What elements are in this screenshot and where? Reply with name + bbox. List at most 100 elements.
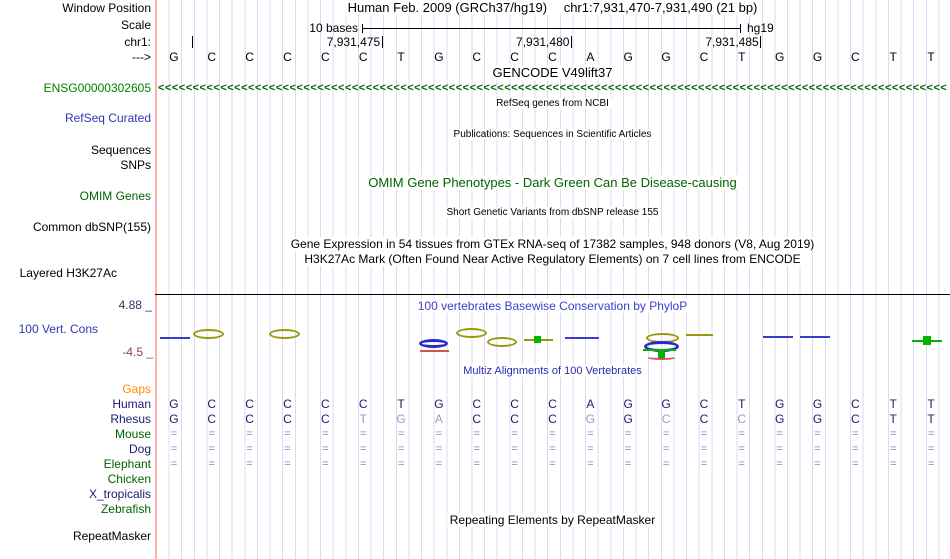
- sequence-base: C: [472, 50, 482, 64]
- multiz-base-rhesus: T: [927, 412, 935, 426]
- track-label-omim-genes[interactable]: OMIM Genes: [79, 189, 151, 203]
- sequence-base: G: [661, 50, 671, 64]
- species-label-rhesus[interactable]: Rhesus: [110, 412, 151, 426]
- multiz-equals-elephant: =: [700, 458, 708, 470]
- track-title-omim[interactable]: OMIM Gene Phenotypes - Dark Green Can Be…: [155, 175, 950, 190]
- sequence-base: A: [586, 50, 595, 64]
- multiz-base-human: G: [623, 397, 633, 411]
- species-label-mouse[interactable]: Mouse: [114, 427, 151, 441]
- track-title-publications[interactable]: Publications: Sequences in Scientific Ar…: [155, 129, 950, 141]
- multiz-base-rhesus: G: [169, 412, 179, 426]
- multiz-base-rhesus: C: [737, 412, 747, 426]
- conservation-mark-olive-ellipse: [269, 329, 300, 339]
- multiz-equals-mouse: =: [170, 428, 178, 440]
- multiz-base-rhesus: C: [548, 412, 557, 426]
- multiz-equals-mouse: =: [662, 428, 670, 440]
- track-title-multiz[interactable]: Multiz Alignments of 100 Vertebrates: [155, 365, 950, 377]
- multiz-base-human: C: [851, 397, 860, 411]
- multiz-equals-mouse: =: [700, 428, 708, 440]
- species-label-chicken[interactable]: Chicken: [107, 472, 151, 486]
- species-label-human[interactable]: Human: [112, 397, 151, 411]
- multiz-equals-mouse: =: [549, 428, 556, 440]
- track-label-snps[interactable]: SNPs: [120, 158, 151, 172]
- multiz-base-rhesus: T: [889, 412, 897, 426]
- conservation-mark-green-square: [923, 336, 931, 345]
- conservation-mark-blue-line: [565, 337, 599, 339]
- track-title-gtex[interactable]: Gene Expression in 54 tissues from GTEx …: [155, 237, 950, 251]
- ruler-tick-label: 7,931,475: [326, 35, 381, 49]
- multiz-equals-mouse: =: [208, 428, 215, 440]
- track-label-refseq-curated[interactable]: RefSeq Curated: [64, 111, 151, 125]
- multiz-equals-dog: =: [700, 443, 708, 455]
- multiz-equals-dog: =: [170, 443, 178, 455]
- conservation-mark-green-square: [534, 336, 541, 343]
- multiz-equals-mouse: =: [284, 428, 291, 440]
- label-scale: Scale: [120, 18, 151, 32]
- multiz-equals-mouse: =: [852, 428, 859, 440]
- conservation-mark-blue-line: [800, 336, 830, 338]
- multiz-base-human: C: [510, 397, 519, 411]
- track-label-repeatmasker[interactable]: RepeatMasker: [72, 529, 151, 543]
- multiz-equals-mouse: =: [889, 428, 897, 440]
- multiz-base-rhesus: A: [434, 412, 443, 426]
- multiz-equals-dog: =: [738, 443, 745, 455]
- gene-direction-arrows[interactable]: <<<<<<<<<<<<<<<<<<<<<<<<<<<<<<<<<<<<<<<<…: [158, 82, 948, 94]
- multiz-equals-mouse: =: [359, 428, 367, 440]
- multiz-base-human: C: [321, 397, 330, 411]
- scale-ruler-left-tick: [362, 24, 363, 33]
- multiz-equals-dog: =: [549, 443, 556, 455]
- sequence-base: T: [738, 50, 746, 64]
- species-label-zebrafish[interactable]: Zebrafish: [100, 502, 151, 516]
- assembly-label: Human Feb. 2009 (GRCh37/hg19): [344, 0, 551, 15]
- species-label-gaps[interactable]: Gaps: [122, 382, 151, 396]
- conservation-mark-red-line: [420, 350, 449, 352]
- multiz-equals-elephant: =: [624, 458, 632, 470]
- multiz-equals-dog: =: [511, 443, 518, 455]
- species-label-dog[interactable]: Dog: [128, 442, 151, 456]
- strand-direction-label: --->: [132, 50, 151, 64]
- track-label-sequences[interactable]: Sequences: [90, 143, 151, 157]
- track-title-h3k27ac[interactable]: H3K27Ac Mark (Often Found Near Active Re…: [155, 252, 950, 266]
- multiz-base-rhesus: G: [812, 412, 823, 426]
- sequence-base: C: [283, 50, 292, 64]
- multiz-base-rhesus: C: [661, 412, 671, 426]
- conservation-axis-max: 4.88 _: [118, 298, 152, 312]
- track-title-conservation[interactable]: 100 vertebrates Basewise Conservation by…: [155, 299, 950, 313]
- multiz-equals-mouse: =: [587, 428, 594, 440]
- scale-value-label: 10 bases: [309, 21, 358, 35]
- sequence-base: G: [623, 50, 633, 64]
- multiz-base-human: G: [169, 397, 179, 411]
- sequence-base: G: [812, 50, 823, 64]
- scale-ruler-right-tick: [740, 24, 741, 33]
- conservation-mark-olive-ellipse: [456, 328, 487, 338]
- conservation-mark-olive-ellipse: [487, 337, 517, 347]
- sequence-base: C: [245, 50, 254, 64]
- multiz-equals-dog: =: [359, 443, 367, 455]
- multiz-equals-elephant: =: [170, 458, 178, 470]
- multiz-base-human: T: [927, 397, 935, 411]
- track-title-gencode[interactable]: GENCODE V49lift37: [155, 65, 950, 80]
- track-label-100-vert-cons[interactable]: 100 Vert. Cons: [18, 322, 98, 336]
- track-title-dbsnp[interactable]: Short Genetic Variants from dbSNP releas…: [155, 207, 950, 219]
- multiz-equals-elephant: =: [359, 458, 367, 470]
- base-position-grid: [155, 0, 950, 559]
- sequence-base: C: [699, 50, 709, 64]
- conservation-mark-blue-line: [160, 337, 190, 339]
- track-label-layered-h3k27ac[interactable]: Layered H3K27Ac: [19, 266, 117, 280]
- sequence-base: T: [927, 50, 935, 64]
- multiz-base-human: C: [283, 397, 292, 411]
- track-title-refseq[interactable]: RefSeq genes from NCBI: [155, 98, 950, 110]
- multiz-base-rhesus: G: [585, 412, 596, 426]
- ruler-tick: [570, 36, 572, 48]
- multiz-base-rhesus: C: [245, 412, 254, 426]
- multiz-equals-dog: =: [587, 443, 594, 455]
- track-label-common-dbsnp[interactable]: Common dbSNP(155): [32, 220, 151, 234]
- multiz-equals-dog: =: [322, 443, 329, 455]
- sequence-base: C: [548, 50, 557, 64]
- gene-label-ensg[interactable]: ENSG00000302605: [43, 81, 151, 95]
- species-label-x_tropicalis[interactable]: X_tropicalis: [88, 487, 151, 501]
- multiz-equals-dog: =: [852, 443, 859, 455]
- track-title-repeatmasker[interactable]: Repeating Elements by RepeatMasker: [155, 513, 950, 527]
- multiz-equals-dog: =: [208, 443, 215, 455]
- species-label-elephant[interactable]: Elephant: [103, 457, 151, 471]
